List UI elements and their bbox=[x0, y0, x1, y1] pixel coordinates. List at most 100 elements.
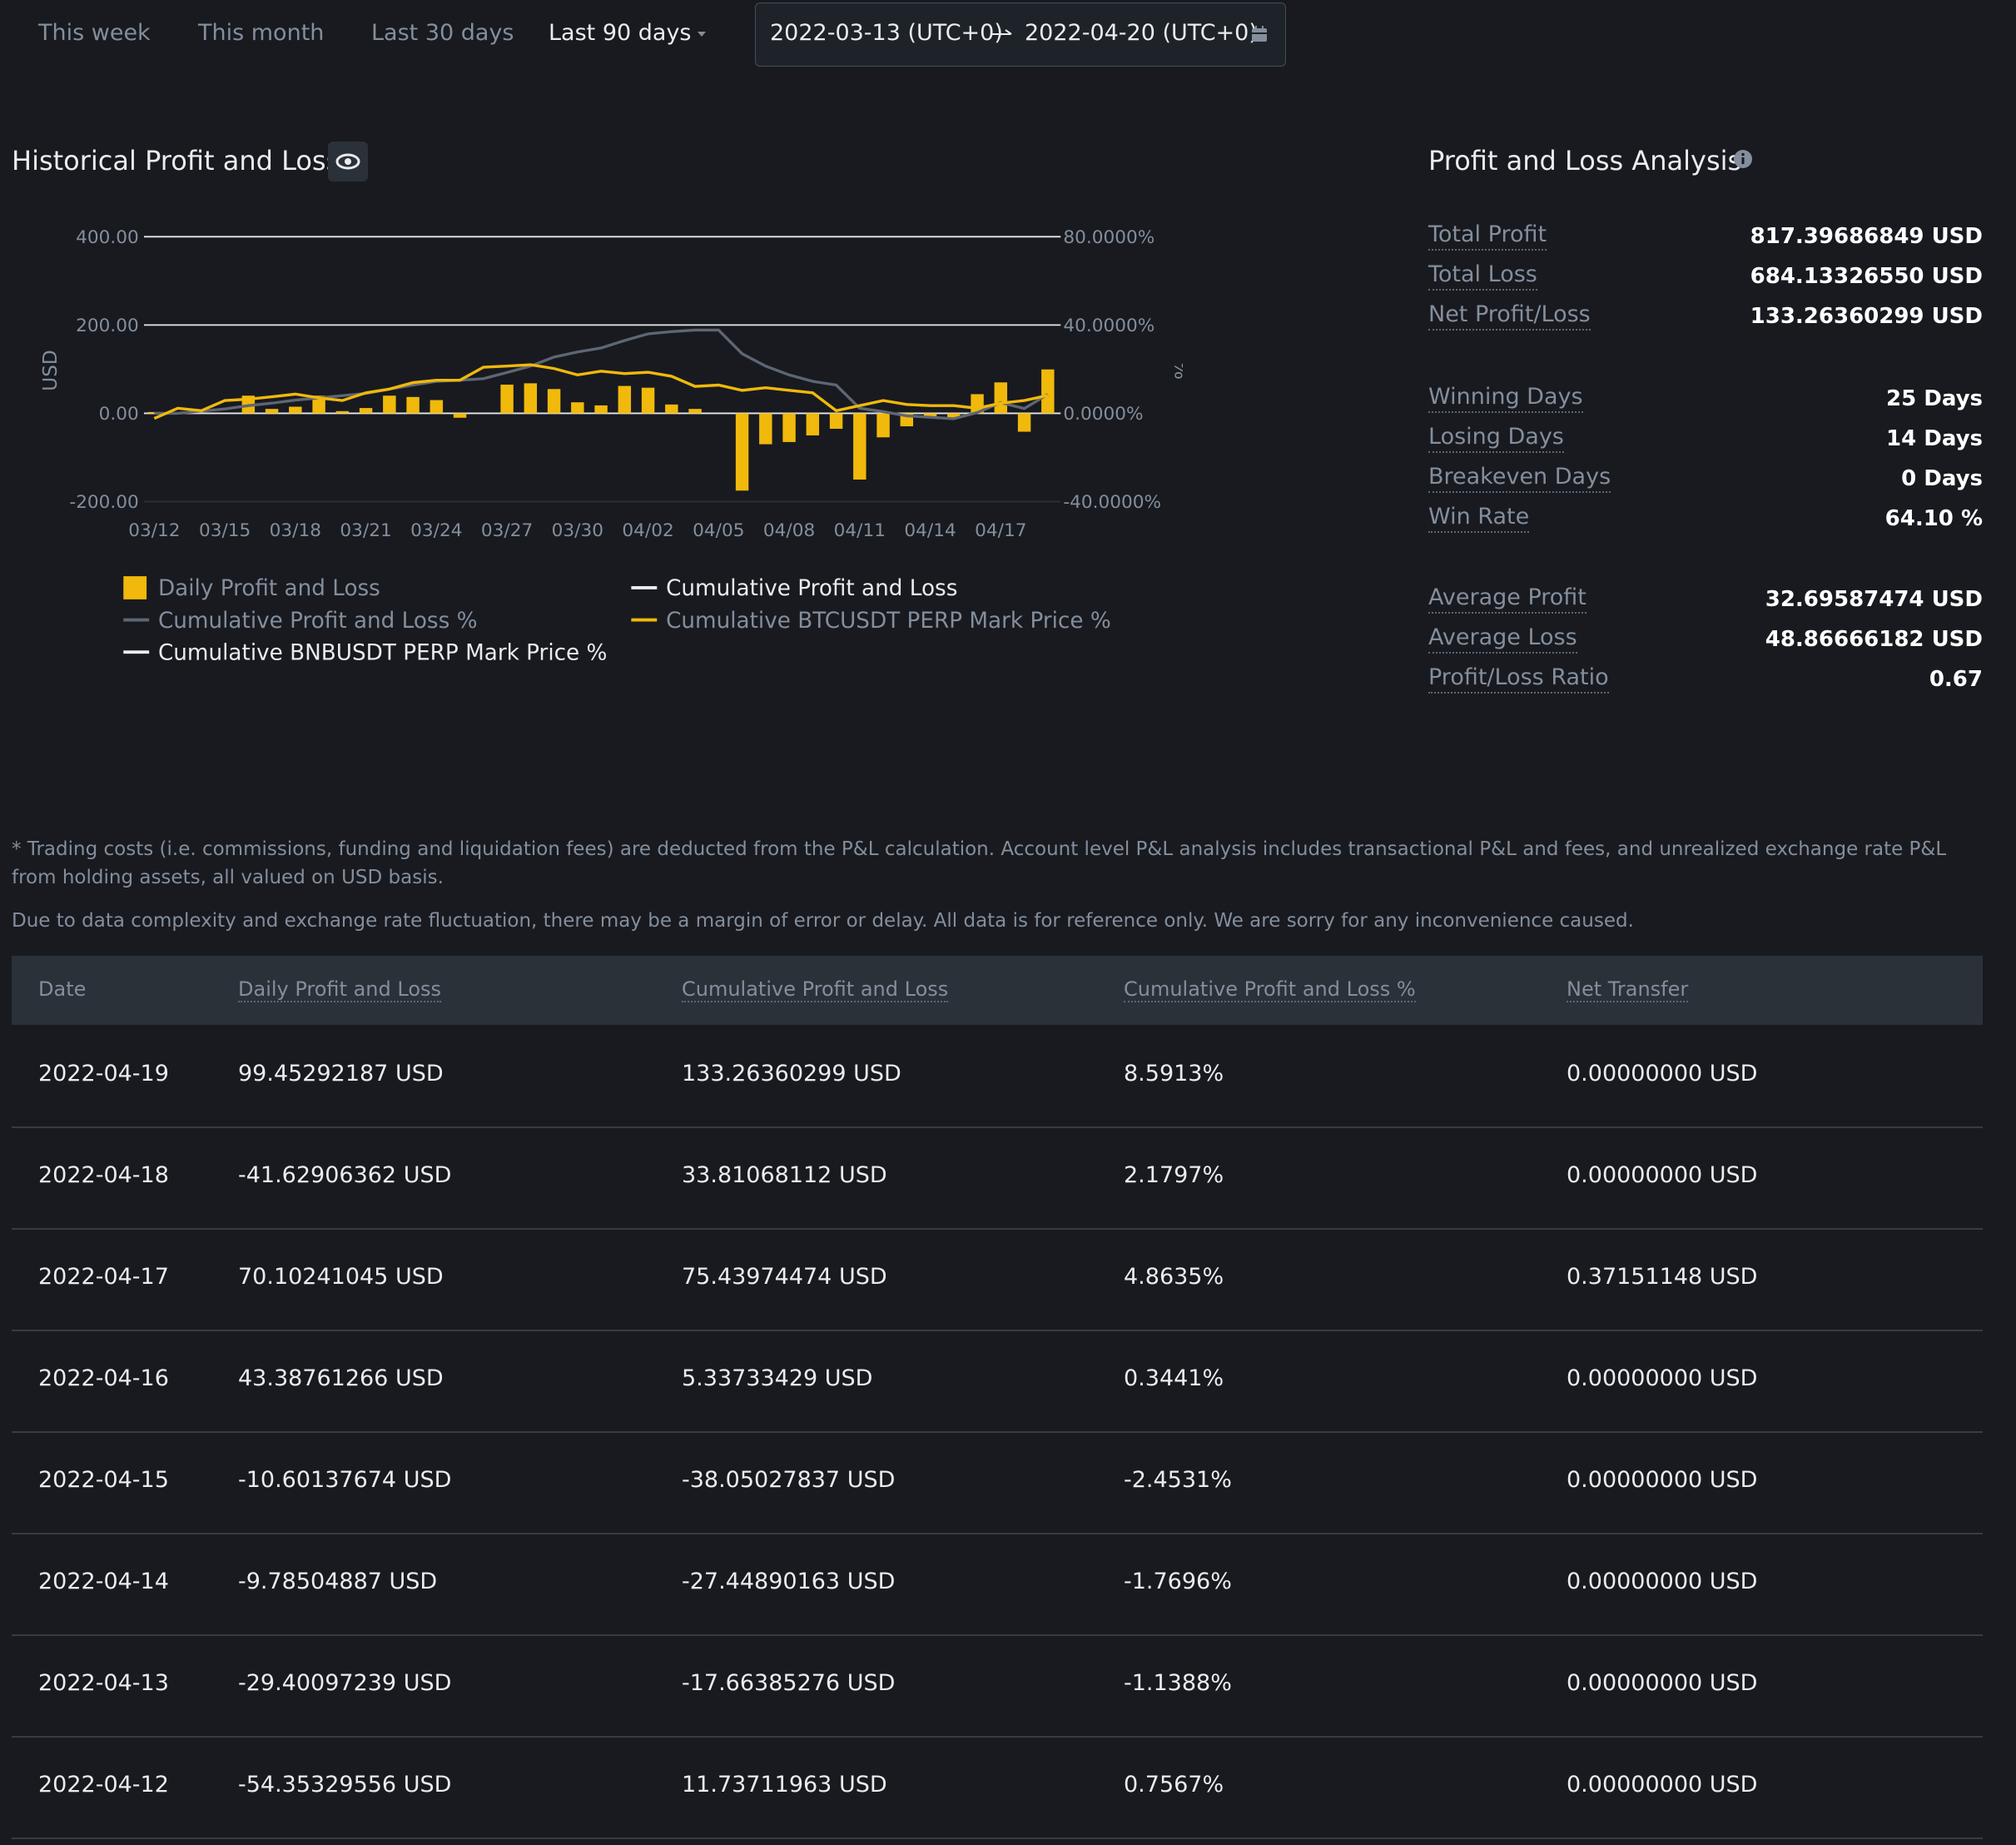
tab[interactable]: This month bbox=[198, 20, 325, 46]
analysis-label: Breakeven Days bbox=[1428, 463, 1611, 493]
table-cell: 0.7567% bbox=[1124, 1772, 1224, 1798]
bar bbox=[500, 384, 514, 414]
table-cell: 2022-04-16 bbox=[38, 1365, 169, 1391]
x-tick-label: 03/21 bbox=[340, 520, 391, 541]
y2-tick-label: 80.0000% bbox=[1063, 227, 1154, 248]
table-cell: 2022-04-19 bbox=[38, 1061, 169, 1087]
bar bbox=[547, 389, 561, 414]
table-cell: 8.5913% bbox=[1124, 1061, 1224, 1087]
bar bbox=[571, 402, 584, 414]
tab[interactable]: This week bbox=[38, 20, 151, 46]
line bbox=[154, 328, 1049, 420]
table-cell: -1.1388% bbox=[1124, 1670, 1232, 1696]
y2-tick-label: -40.0000% bbox=[1063, 492, 1161, 513]
table-cell: 2022-04-18 bbox=[38, 1162, 169, 1188]
analysis-label: Losing Days bbox=[1428, 423, 1564, 453]
bar bbox=[265, 409, 279, 414]
legend-swatch bbox=[123, 576, 147, 599]
table-cell: 2.1797% bbox=[1124, 1162, 1224, 1188]
table-cell: 70.10241045 USD bbox=[238, 1264, 444, 1290]
calendar-icon[interactable] bbox=[1250, 25, 1269, 43]
table-cell: 2022-04-12 bbox=[38, 1772, 169, 1798]
tab[interactable]: Last 90 days bbox=[549, 20, 692, 46]
legend-label: Cumulative Profit and Loss bbox=[666, 576, 957, 601]
bar bbox=[759, 413, 772, 445]
table-cell: -2.4531% bbox=[1124, 1467, 1232, 1493]
tab[interactable]: Last 30 days bbox=[371, 20, 514, 46]
legend-label: Daily Profit and Loss bbox=[158, 576, 380, 601]
bar bbox=[430, 400, 444, 414]
date-start: 2022-03-13 (UTC+0) bbox=[770, 20, 1003, 46]
bar bbox=[1017, 413, 1031, 432]
table-row bbox=[12, 1533, 1983, 1636]
bar bbox=[641, 387, 655, 414]
bar bbox=[735, 413, 749, 491]
x-tick-label: 03/15 bbox=[199, 520, 251, 541]
date-end: 2022-04-20 (UTC+0) bbox=[1025, 20, 1258, 46]
note: Due to data complexity and exchange rate… bbox=[12, 910, 1634, 932]
analysis-value: 684.13326550 USD bbox=[1750, 264, 1983, 289]
table-row bbox=[12, 1634, 1983, 1738]
y-tick-label: -200.00 bbox=[69, 492, 138, 513]
column-header: Daily Profit and Loss bbox=[238, 977, 442, 1002]
table-cell: 133.26360299 USD bbox=[682, 1061, 901, 1087]
table-cell: 75.43974474 USD bbox=[682, 1264, 887, 1290]
bar bbox=[289, 406, 302, 414]
date-range[interactable] bbox=[755, 2, 1286, 67]
legend-label: Cumulative BTCUSDT PERP Mark Price % bbox=[666, 609, 1111, 634]
table-cell: 0.37151148 USD bbox=[1567, 1264, 1758, 1290]
table-cell: 2022-04-14 bbox=[38, 1569, 169, 1594]
analysis-value: 32.69587474 USD bbox=[1765, 587, 1983, 612]
analysis-value: 14 Days bbox=[1886, 426, 1983, 451]
bar bbox=[335, 410, 350, 414]
table-cell: 43.38761266 USD bbox=[238, 1365, 444, 1391]
bar bbox=[782, 413, 796, 442]
analysis-value: 0.67 bbox=[1929, 667, 1983, 692]
column-header: Net Transfer bbox=[1567, 977, 1689, 1002]
bar bbox=[618, 385, 632, 414]
table-cell: 0.00000000 USD bbox=[1567, 1772, 1758, 1798]
table-cell: -10.60137674 USD bbox=[238, 1467, 452, 1493]
analysis-label: Average Profit bbox=[1428, 584, 1586, 614]
analysis-value: 0 Days bbox=[1901, 466, 1983, 491]
table-row bbox=[12, 1228, 1983, 1331]
table-cell: 2022-04-13 bbox=[38, 1670, 169, 1696]
table-cell: -41.62906362 USD bbox=[238, 1162, 452, 1188]
eye-toggle[interactable] bbox=[328, 142, 368, 182]
table-row bbox=[12, 1025, 1983, 1128]
table-cell: -17.66385276 USD bbox=[682, 1670, 896, 1696]
y2-tick-label: 0.0000% bbox=[1063, 404, 1143, 425]
table-cell: 0.00000000 USD bbox=[1567, 1162, 1758, 1188]
line bbox=[153, 363, 1049, 420]
table-cell: -38.05027837 USD bbox=[682, 1467, 896, 1493]
analysis-label: Total Profit bbox=[1428, 221, 1547, 251]
x-tick-label: 04/05 bbox=[693, 520, 744, 541]
dropdown-caret[interactable] bbox=[696, 30, 708, 38]
column-header: Date bbox=[38, 977, 87, 1001]
bar bbox=[853, 413, 866, 480]
table-cell: 0.00000000 USD bbox=[1567, 1365, 1758, 1391]
bar bbox=[594, 405, 608, 414]
bar bbox=[806, 413, 820, 435]
bar bbox=[665, 404, 678, 414]
column-header: Cumulative Profit and Loss % bbox=[1124, 977, 1416, 1002]
analysis-label: Win Rate bbox=[1428, 503, 1530, 533]
x-tick-label: 03/30 bbox=[552, 520, 603, 541]
bar bbox=[312, 395, 325, 414]
table-row bbox=[12, 1126, 1983, 1230]
info-icon[interactable] bbox=[1733, 149, 1753, 169]
bar bbox=[994, 382, 1008, 414]
table-cell: 11.73711963 USD bbox=[682, 1772, 887, 1798]
bar bbox=[359, 408, 373, 414]
note: * Trading costs (i.e. commissions, fundi… bbox=[12, 838, 1947, 888]
x-tick-label: 03/18 bbox=[270, 520, 321, 541]
x-tick-label: 03/12 bbox=[128, 520, 180, 541]
table-cell: -1.7696% bbox=[1124, 1569, 1232, 1594]
table-cell: -27.44890163 USD bbox=[682, 1569, 896, 1594]
table-row bbox=[12, 1330, 1983, 1433]
bar bbox=[688, 409, 702, 414]
column-header: Cumulative Profit and Loss bbox=[682, 977, 949, 1002]
table-cell: -29.40097239 USD bbox=[238, 1670, 452, 1696]
y2-axis-label: % bbox=[1170, 361, 1183, 380]
legend-label: Cumulative BNBUSDT PERP Mark Price % bbox=[158, 640, 608, 665]
